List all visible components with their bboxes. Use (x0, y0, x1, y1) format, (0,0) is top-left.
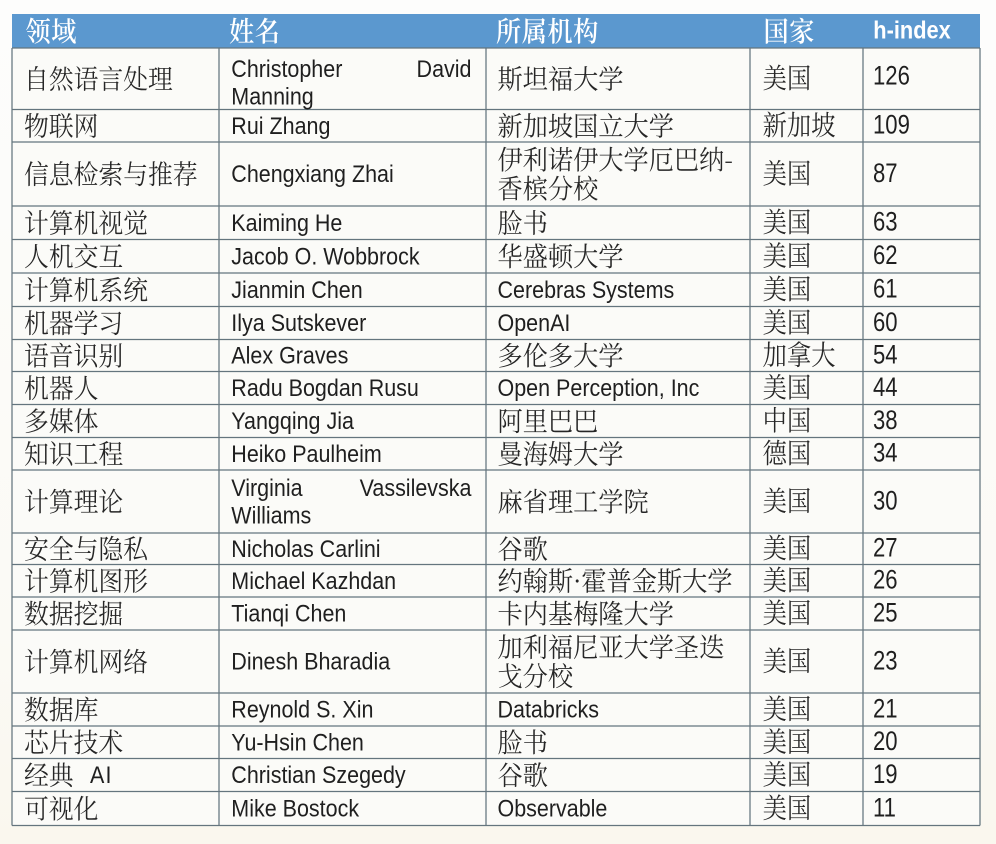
svg-text:109: 109 (873, 111, 910, 140)
svg-text:Michael Kazhdan: Michael Kazhdan (231, 567, 396, 594)
svg-text:11: 11 (873, 794, 896, 823)
svg-text:Rui Zhang: Rui Zhang (231, 112, 330, 139)
svg-text:Radu Bogdan Rusu: Radu Bogdan Rusu (231, 374, 419, 401)
svg-text:Christopher: Christopher (231, 55, 342, 82)
svg-text:61: 61 (873, 275, 898, 304)
svg-text:44: 44 (873, 373, 898, 402)
svg-text:h-index: h-index (873, 16, 950, 44)
svg-text:21: 21 (873, 695, 898, 724)
svg-text:126: 126 (873, 62, 910, 91)
svg-text:Yangqing Jia: Yangqing Jia (231, 407, 354, 434)
svg-text:25: 25 (873, 599, 898, 628)
svg-text:Dinesh Bharadia: Dinesh Bharadia (231, 648, 390, 675)
svg-text:Heiko Paulheim: Heiko Paulheim (231, 440, 381, 467)
svg-text:Nicholas Carlini: Nicholas Carlini (231, 535, 380, 562)
svg-text:Virginia: Virginia (231, 474, 303, 501)
svg-text:Cerebras Systems: Cerebras Systems (498, 276, 675, 303)
svg-text:Ilya Sutskever: Ilya Sutskever (231, 309, 366, 336)
svg-text:Open Perception, Inc: Open Perception, Inc (498, 374, 700, 401)
svg-text:Manning: Manning (231, 82, 313, 109)
svg-text:62: 62 (873, 241, 898, 270)
svg-text:Jacob O. Wobbrock: Jacob O. Wobbrock (231, 242, 420, 269)
svg-text:Observable: Observable (498, 795, 608, 822)
svg-text:19: 19 (873, 760, 898, 789)
svg-text:20: 20 (873, 727, 898, 756)
svg-text:Kaiming He: Kaiming He (231, 209, 342, 236)
svg-text:Christian Szegedy: Christian Szegedy (231, 761, 406, 788)
svg-text:OpenAI: OpenAI (498, 309, 571, 336)
svg-text:Databricks: Databricks (498, 696, 600, 723)
svg-text:63: 63 (873, 208, 898, 237)
svg-text:27: 27 (873, 534, 898, 563)
svg-text:30: 30 (873, 487, 898, 516)
svg-text:Vassilevska: Vassilevska (360, 474, 472, 501)
svg-text:Yu-Hsin Chen: Yu-Hsin Chen (231, 728, 364, 755)
svg-text:Mike Bostock: Mike Bostock (231, 795, 359, 822)
svg-text:26: 26 (873, 566, 898, 595)
svg-text:Reynold S. Xin: Reynold S. Xin (231, 696, 373, 723)
svg-text:Alex Graves: Alex Graves (231, 342, 348, 369)
svg-text:23: 23 (873, 647, 898, 676)
svg-text:Chengxiang Zhai: Chengxiang Zhai (231, 160, 393, 187)
svg-text:Jianmin Chen: Jianmin Chen (231, 276, 362, 303)
svg-text:AI: AI (90, 761, 113, 788)
svg-text:54: 54 (873, 341, 898, 370)
svg-text:60: 60 (873, 308, 898, 337)
svg-text:Williams: Williams (231, 501, 311, 528)
svg-text:34: 34 (873, 439, 898, 468)
svg-text:87: 87 (873, 159, 898, 188)
svg-text:David: David (417, 55, 472, 82)
svg-text:38: 38 (873, 406, 898, 435)
svg-text:Tianqi Chen: Tianqi Chen (231, 600, 346, 627)
